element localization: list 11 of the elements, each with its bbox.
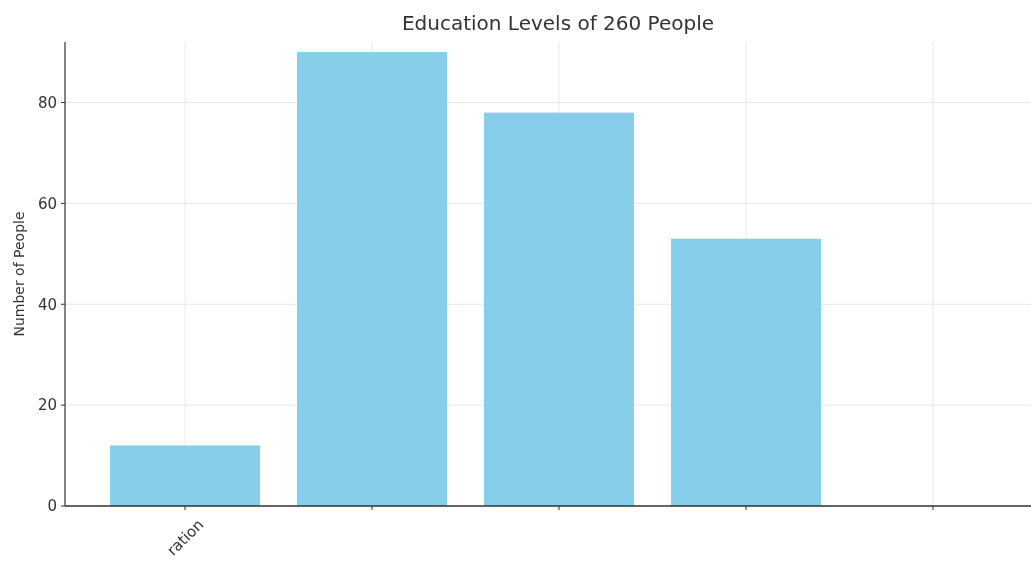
bar (110, 445, 260, 506)
y-axis-title: Number of People (11, 211, 27, 337)
y-tick-label: 0 (47, 497, 57, 516)
chart-title: Education Levels of 260 People (401, 11, 715, 35)
bar (297, 52, 447, 506)
y-tick-label: 60 (37, 194, 57, 213)
y-tick-label: 80 (37, 93, 57, 112)
bar (484, 112, 634, 506)
y-tick-label: 20 (37, 396, 57, 415)
y-tick-label: 40 (37, 295, 57, 314)
bar (671, 238, 821, 506)
